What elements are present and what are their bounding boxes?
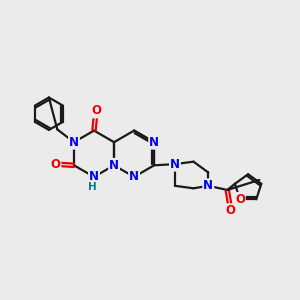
Text: H: H <box>88 182 97 192</box>
Text: O: O <box>226 204 236 217</box>
Text: N: N <box>129 170 139 183</box>
Text: N: N <box>109 159 119 172</box>
Text: O: O <box>235 193 245 206</box>
Text: N: N <box>149 136 159 149</box>
Text: O: O <box>91 104 101 117</box>
Text: O: O <box>50 158 61 171</box>
Text: N: N <box>170 158 180 171</box>
Text: N: N <box>89 170 99 183</box>
Text: N: N <box>69 136 79 149</box>
Text: N: N <box>203 179 213 192</box>
